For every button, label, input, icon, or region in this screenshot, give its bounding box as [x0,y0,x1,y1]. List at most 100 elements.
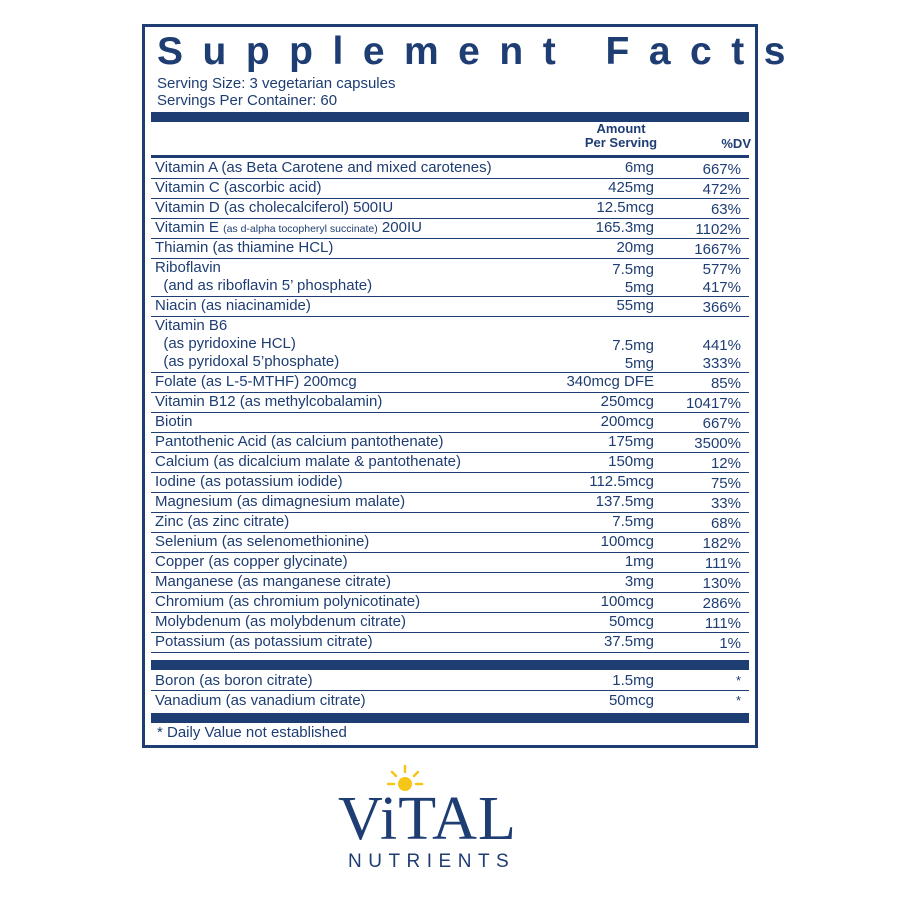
nutrient-amount: 5mg [624,279,654,296]
nutrient-amount: 6mg [624,159,654,176]
logo-subtitle: NUTRIENTS [348,851,516,872]
ingredient-amount: 50mcg [608,692,654,709]
nutrient-amount: 150mg [608,453,654,470]
nutrient-daily-value: 85% [710,375,741,392]
table-row: Vitamin E (as d-alpha tocopheryl succina… [151,219,749,239]
ingredient-name: Boron (as boron citrate) [155,672,313,689]
nutrient-amount: 3mg [624,573,654,590]
nutrient-daily-value: 182% [702,535,741,552]
nutrient-amount: 7.5mg [612,337,654,354]
table-row: Vitamin D (as cholecalciferol) 500IU 12.5… [151,199,749,219]
ingredient-daily-value: * [735,693,741,708]
nutrient-daily-value: 111% [704,615,741,632]
nutrient-amount: 100mcg [600,593,654,610]
table-row: Pantothenic Acid (as calcium pantothenat… [151,433,749,453]
nutrient-name: Riboflavin [155,259,221,276]
nutrient-name-source: (as d-alpha tocopheryl succinate) [223,223,378,235]
divider-bar-middle [151,660,749,670]
column-header-dv: %DV [721,136,751,151]
serving-size: Serving Size: 3 vegetarian capsules [157,75,396,92]
nutrient-daily-value: 10417% [685,395,741,412]
nutrient-name: Vitamin B12 (as methylcobalamin) [155,393,383,410]
nutrient-name: (as pyridoxal 5’phosphate) [155,353,340,370]
table-row: Potassium (as potassium citrate) 37.5mg 1% [151,633,749,653]
nutrient-amount: 50mcg [608,613,654,630]
nutrient-daily-value: 33% [710,495,741,512]
nutrient-daily-value: 333% [702,355,741,372]
nutrient-name: Vitamin E (as d-alpha tocopheryl succina… [155,219,422,238]
column-header-amount-line2: Per Serving [584,135,658,150]
nutrient-daily-value: 111% [704,555,741,572]
nutrient-name: Vitamin C (ascorbic acid) [155,179,322,196]
table-row: Niacin (as niacinamide) 55mg 366% [151,297,749,317]
divider-bar-bottom [151,713,749,723]
nutrient-name: Zinc (as zinc citrate) [155,513,290,530]
table-row: Vitamin C (ascorbic acid) 425mg 472% [151,179,749,199]
nutrient-daily-value: 3500% [694,435,741,452]
divider-bar-top [151,112,749,122]
logo-wordmark: ViTAL [338,785,517,853]
ingredient-daily-value: * [735,673,741,688]
ingredient-name: Vanadium (as vanadium citrate) [155,692,366,709]
table-row: Manganese (as manganese citrate) 3mg 130% [151,573,749,593]
table-row: Vitamin A (as Beta Carotene and mixed ca… [151,159,749,179]
nutrient-daily-value: 1102% [695,221,741,238]
nutrient-name: Chromium (as chromium polynicotinate) [155,593,421,610]
table-row: Calcium (as dicalcium malate & pantothen… [151,453,749,473]
nutrient-daily-value: 1667% [694,241,741,258]
table-row: Magnesium (as dimagnesium malate) 137.5mg… [151,493,749,513]
nutrient-daily-value: 577% [702,261,741,278]
nutrient-daily-value: 12% [710,455,741,472]
nutrient-name: Copper (as copper glycinate) [155,553,348,570]
nutrient-name: Vitamin B6 [155,317,228,334]
table-row: Copper (as copper glycinate) 1mg 111% [151,553,749,573]
nutrient-name: Iodine (as potassium iodide) [155,473,343,490]
nutrient-amount: 200mcg [600,413,654,430]
ingredient-amount: 1.5mg [612,672,654,689]
nutrient-amount: 5mg [624,355,654,372]
nutrient-daily-value: 286% [702,595,741,612]
nutrient-name: Folate (as L-5-MTHF) 200mcg [155,373,357,390]
nutrient-daily-value: 441% [702,337,741,354]
nutrient-amount: 175mg [608,433,654,450]
nutrient-name: Potassium (as potassium citrate) [155,633,373,650]
table-row: Biotin 200mcg 667% [151,413,749,433]
nutrient-amount: 137.5mg [595,493,654,510]
nutrient-amount: 112.5mcg [589,473,654,490]
nutrient-name: Vitamin D (as cholecalciferol) 500IU [155,199,394,216]
nutrient-amount: 250mcg [600,393,654,410]
table-row: Selenium (as selenomethionine) 100mcg 182% [151,533,749,553]
nutrient-name: Calcium (as dicalcium malate & pantothen… [155,453,461,470]
table-row: Zinc (as zinc citrate) 7.5mg 68% [151,513,749,533]
nutrient-name: Biotin [155,413,193,430]
table-row: Boron (as boron citrate) 1.5mg * [151,671,749,691]
nutrient-name: Molybdenum (as molybdenum citrate) [155,613,406,630]
servings-per-container: Servings Per Container: 60 [157,92,338,109]
header-rule [151,155,749,158]
panel-title: Supplement Facts [157,30,805,73]
nutrient-amount: 55mg [616,297,654,314]
nutrient-name: Niacin (as niacinamide) [155,297,311,314]
nutrient-daily-value: 68% [710,515,741,532]
nutrient-name: Vitamin A (as Beta Carotene and mixed ca… [155,159,492,176]
nutrient-daily-value: 1% [719,635,741,652]
nutrient-name: (as pyridoxine HCL) [155,335,296,352]
nutrient-amount: 1mg [624,553,654,570]
nutrient-amount: 100mcg [600,533,654,550]
nutrient-amount: 425mg [608,179,654,196]
nutrient-amount: 340mcg DFE [566,373,654,390]
table-row: Vanadium (as vanadium citrate) 50mcg * [151,691,749,711]
nutrient-amount: 20mg [616,239,654,256]
nutrient-daily-value: 667% [702,415,741,432]
nutrient-name: Magnesium (as dimagnesium malate) [155,493,406,510]
nutrient-daily-value: 417% [702,279,741,296]
table-row: Folate (as L-5-MTHF) 200mcg 340mcg DFE 85% [151,373,749,393]
nutrient-daily-value: 130% [702,575,741,592]
table-row: Vitamin B12 (as methylcobalamin) 250mcg 10… [151,393,749,413]
nutrient-daily-value: 472% [702,181,741,198]
nutrient-amount: 37.5mg [603,633,654,650]
sun-icon [386,764,424,791]
table-row: Vitamin B6 (as pyridoxine HCL) 7.5mg 441% … [151,317,749,373]
nutrient-name: (and as riboflavin 5’ phosphate) [155,277,373,294]
table-row: Molybdenum (as molybdenum citrate) 50mcg 1… [151,613,749,633]
